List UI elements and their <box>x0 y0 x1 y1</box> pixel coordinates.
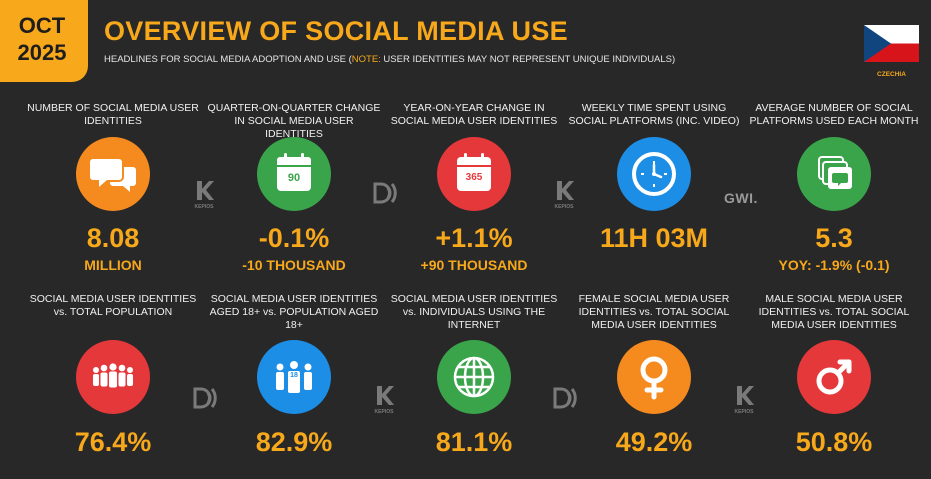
population-icon <box>93 363 133 388</box>
date-badge: OCT 2025 <box>0 0 88 82</box>
stat-sub-yoy-change: +90 THOUSAND <box>420 257 528 273</box>
stat-value-female: 49.2% <box>615 427 693 457</box>
stat-icon-circle <box>76 340 150 414</box>
date-year: 2025 <box>17 40 67 65</box>
kepios-logo-icon: KEPIOS <box>195 181 215 210</box>
stat-value-weekly-time: 11H 03M <box>599 223 709 253</box>
kepios-logo-text: KEPIOS <box>735 409 755 415</box>
stat-value-male: 50.8% <box>795 427 873 457</box>
stat-label-aged-18: SOCIAL MEDIA USER IDENTITIES AGED 18+ vs… <box>209 293 379 331</box>
stat-value-aged-18: 82.9% <box>255 427 333 457</box>
clock-icon <box>632 152 676 196</box>
stat-label-qoq-change: QUARTER-ON-QUARTER CHANGE IN SOCIAL MEDI… <box>207 102 381 140</box>
kepios-logo-icon: KEPIOS <box>375 386 395 415</box>
stat-icon-circle: 18 <box>257 340 331 414</box>
kepios-logo-icon: KEPIOS <box>735 386 755 415</box>
stat-sub-user-identities: MILLION <box>84 257 142 273</box>
stat-icon-circle: 90 <box>257 137 331 211</box>
female-symbol-icon <box>640 356 668 400</box>
stat-value-qoq-change: -0.1% <box>258 223 330 253</box>
male-symbol-icon <box>816 359 852 395</box>
gwi-logo: GWI. <box>724 190 758 206</box>
stat-sub-avg-platforms: YOY: -1.9% (-0.1) <box>778 257 890 273</box>
stat-icon-circle: 365 <box>437 137 511 211</box>
stat-value-user-identities: 8.08 <box>86 223 140 253</box>
stat-value-vs-internet: 81.1% <box>435 427 513 457</box>
stacked-chat-icon <box>818 156 852 189</box>
kepios-logo-icon: KEPIOS <box>555 181 575 210</box>
stat-label-yoy-change: YEAR-ON-YEAR CHANGE IN SOCIAL MEDIA USER… <box>390 102 558 127</box>
stat-sub-qoq-change: -10 THOUSAND <box>242 257 346 273</box>
subtitle-rest: USER IDENTITIES MAY NOT REPRESENT UNIQUE… <box>380 54 676 65</box>
calendar-90-text: 90 <box>287 172 301 184</box>
stat-label-avg-platforms: AVERAGE NUMBER OF SOCIAL PLATFORMS USED … <box>749 102 919 127</box>
date-month: OCT <box>18 13 66 38</box>
subtitle-main: HEADLINES FOR SOCIAL MEDIA ADOPTION AND … <box>104 54 352 65</box>
stat-label-user-identities: NUMBER OF SOCIAL MEDIA USER IDENTITIES <box>27 102 199 127</box>
stat-icon-circle <box>76 137 150 211</box>
adults-18-icon <box>276 361 312 393</box>
stat-icon-circle <box>797 137 871 211</box>
globe-icon <box>453 356 495 398</box>
calendar-365-icon <box>457 153 491 191</box>
stat-value-vs-population: 76.4% <box>74 427 152 457</box>
adults-18-text: 18 <box>290 372 298 379</box>
stat-label-vs-population: SOCIAL MEDIA USER IDENTITIES vs. TOTAL P… <box>29 293 197 318</box>
stat-icon-circle <box>437 340 511 414</box>
stat-label-female: FEMALE SOCIAL MEDIA USER IDENTITIES vs. … <box>578 293 730 331</box>
stat-icon-circle <box>797 340 871 414</box>
kepios-logo-text: KEPIOS <box>555 204 575 210</box>
stat-icon-circle <box>617 340 691 414</box>
stat-label-vs-internet: SOCIAL MEDIA USER IDENTITIES vs. INDIVID… <box>390 293 558 331</box>
stat-label-male: MALE SOCIAL MEDIA USER IDENTITIES vs. TO… <box>758 293 910 331</box>
page-subtitle: HEADLINES FOR SOCIAL MEDIA ADOPTION AND … <box>104 54 675 66</box>
page-title: OVERVIEW OF SOCIAL MEDIA USE <box>104 16 568 46</box>
kepios-logo-text: KEPIOS <box>195 204 215 210</box>
stat-label-weekly-time: WEEKLY TIME SPENT USING SOCIAL PLATFORMS… <box>568 102 740 127</box>
datareportal-logo-icon <box>373 182 397 204</box>
speech-bubbles-icon <box>90 159 136 192</box>
datareportal-logo-icon <box>193 387 217 409</box>
stat-value-yoy-change: +1.1% <box>435 223 513 253</box>
country-label: CZECHIA <box>877 71 906 78</box>
czech-flag-icon <box>864 25 919 62</box>
stat-value-avg-platforms: 5.3 <box>815 223 853 253</box>
kepios-logo-text: KEPIOS <box>375 409 395 415</box>
calendar-90-icon <box>277 153 311 191</box>
datareportal-logo-icon <box>553 387 577 409</box>
calendar-365-text: 365 <box>465 172 483 183</box>
stat-icon-circle <box>617 137 691 211</box>
subtitle-note: NOTE: <box>351 54 381 65</box>
